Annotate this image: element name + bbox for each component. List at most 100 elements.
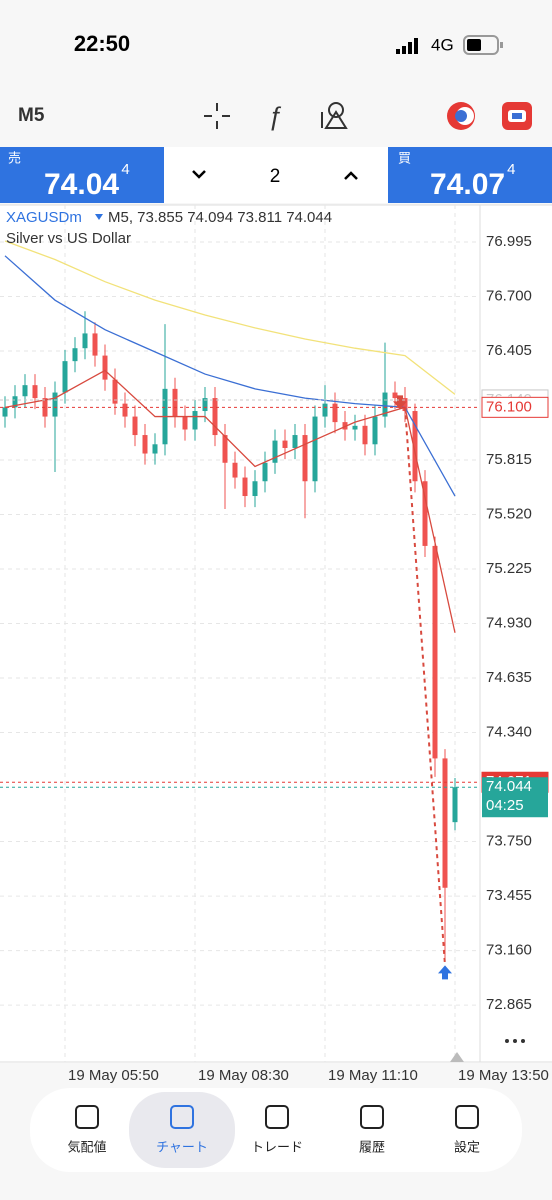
- trade-button[interactable]: [502, 102, 532, 130]
- price-label-bg: [481, 396, 549, 418]
- y-tick-label: 74.930: [486, 614, 532, 631]
- sell-price: 74.04: [44, 168, 119, 201]
- candle-body: [192, 411, 198, 430]
- candle-body: [412, 411, 418, 482]
- candle-body: [382, 392, 388, 417]
- candle-body: [82, 333, 88, 349]
- more-dots[interactable]: [505, 1039, 525, 1043]
- candle-body: [2, 407, 8, 417]
- crosshair-button[interactable]: [204, 103, 230, 129]
- x-tick-label: 19 May 11:10: [328, 1067, 418, 1084]
- candle-body: [32, 385, 38, 399]
- candle-body: [452, 787, 458, 823]
- y-tick-label: 75.520: [486, 505, 532, 522]
- candle-body: [362, 425, 368, 445]
- moving-average: [4, 240, 456, 395]
- candle-body: [272, 440, 278, 463]
- candle-body: [302, 435, 308, 482]
- candle-body: [392, 392, 398, 399]
- y-tick-label: 73.750: [486, 833, 532, 850]
- y-tick-label: 73.455: [486, 887, 532, 904]
- candle-body: [62, 361, 68, 393]
- indicator-button[interactable]: ƒ: [268, 101, 282, 131]
- candle-body: [282, 440, 288, 448]
- price-label: 76.100: [486, 398, 532, 415]
- volume-up[interactable]: [344, 171, 358, 180]
- candle-body: [312, 416, 318, 482]
- candle-body: [422, 481, 428, 546]
- objects-button[interactable]: [321, 102, 348, 129]
- sell-button[interactable]: [0, 147, 164, 203]
- symbol-dropdown[interactable]: [95, 214, 103, 220]
- candle-body: [222, 435, 228, 463]
- y-tick-label: 76.405: [486, 342, 532, 359]
- candle-body: [292, 435, 298, 448]
- candle-body: [132, 416, 138, 436]
- candle-body: [212, 398, 218, 436]
- plot: 76.995 76.700 76.405 75.815 75.520 75.225 74.9…: [0, 205, 532, 1062]
- candle-body: [242, 477, 248, 497]
- candle-body: [182, 416, 188, 430]
- x-tick-label: 19 May 13:50: [458, 1067, 549, 1084]
- y-tick-label: 73.160: [486, 942, 532, 959]
- volume-down[interactable]: [192, 170, 206, 179]
- moving-average: [4, 369, 456, 633]
- candle-body: [102, 355, 108, 380]
- status-time: 22:50: [74, 31, 130, 56]
- candle-body: [72, 348, 78, 362]
- nav-item[interactable]: 履歴: [359, 1139, 385, 1154]
- candle-body: [152, 444, 158, 454]
- candle-body: [142, 435, 148, 454]
- candle-body: [232, 462, 238, 478]
- nav-item[interactable]: チャート: [156, 1139, 208, 1154]
- candle-body: [22, 385, 28, 397]
- candle-body: [202, 398, 208, 412]
- candle-body: [342, 422, 348, 430]
- candle-body: [52, 392, 58, 417]
- nav-item[interactable]: トレード: [251, 1139, 303, 1154]
- battery-icon: [463, 35, 503, 55]
- scroll-end[interactable]: [450, 1052, 464, 1062]
- account-button[interactable]: [447, 102, 475, 130]
- candle-body: [352, 425, 358, 430]
- nav-icon: [170, 1105, 194, 1129]
- nav-bar: [30, 1088, 522, 1172]
- buy-price: 74.07: [430, 168, 505, 201]
- trade-line: [404, 407, 446, 966]
- symbol-info: M5, 73.855 74.094 73.811 74.044: [108, 209, 332, 226]
- buy-button[interactable]: [388, 147, 552, 203]
- price-label-bg: [482, 777, 548, 818]
- y-tick-label: 74.340: [486, 724, 532, 741]
- candle-body: [122, 403, 128, 417]
- entry-arrow: [393, 395, 407, 410]
- candle-body: [322, 403, 328, 417]
- buy-label: 買: [398, 150, 411, 165]
- sell-label: 売: [8, 150, 21, 165]
- network: 4G: [431, 35, 454, 54]
- nav-item[interactable]: 設定: [454, 1139, 480, 1154]
- candle-body: [172, 388, 178, 417]
- moving-average: [4, 255, 456, 497]
- candle-body: [432, 545, 438, 759]
- nav-active-bg: [129, 1092, 235, 1168]
- nav-item[interactable]: 気配値: [67, 1139, 106, 1154]
- candle-body: [402, 398, 408, 412]
- y-tick-label: 72.865: [486, 996, 532, 1013]
- candle-body: [262, 462, 268, 482]
- candle-body: [252, 481, 258, 497]
- candle-body: [112, 379, 118, 404]
- timeframe[interactable]: M5: [18, 105, 45, 126]
- y-tick-label: 76.995: [486, 233, 532, 250]
- candle-body: [332, 403, 338, 423]
- price-label: 74.044: [486, 778, 532, 795]
- y-tick-label: 75.225: [486, 560, 532, 577]
- exit-arrow: [438, 965, 452, 980]
- candle-body: [12, 396, 18, 408]
- y-tick-label: 74.635: [486, 669, 532, 686]
- volume: 2: [270, 166, 281, 187]
- nav: 気配値 チャート トレード 履歴 設定: [67, 1092, 480, 1168]
- symbol-description: Silver vs US Dollar: [6, 230, 131, 247]
- buy-price-small: 4: [507, 161, 515, 178]
